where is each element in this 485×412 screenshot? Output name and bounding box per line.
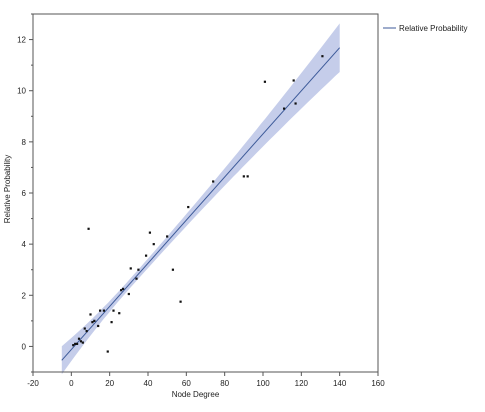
data-point bbox=[263, 80, 267, 83]
data-point bbox=[246, 175, 249, 178]
data-point bbox=[85, 329, 88, 333]
data-point bbox=[292, 79, 295, 82]
legend-label: Relative Probability bbox=[399, 24, 467, 33]
data-point bbox=[81, 341, 84, 344]
x-tick-label: -20 bbox=[27, 379, 39, 388]
x-tick-label: 80 bbox=[220, 379, 229, 388]
confidence-band bbox=[61, 23, 340, 375]
x-axis-title: Node Degree bbox=[172, 390, 220, 399]
data-point bbox=[91, 321, 94, 324]
data-point bbox=[129, 267, 132, 270]
y-tick-label: 6 bbox=[22, 189, 27, 198]
data-point bbox=[212, 180, 215, 183]
data-point bbox=[137, 268, 140, 271]
data-point bbox=[98, 309, 102, 312]
data-point bbox=[72, 344, 75, 347]
x-tick-label: 120 bbox=[295, 379, 309, 388]
data-point bbox=[89, 313, 92, 316]
x-tick-label: 100 bbox=[256, 379, 270, 388]
data-point bbox=[83, 327, 86, 330]
fit-line bbox=[61, 47, 341, 361]
data-point bbox=[79, 340, 83, 343]
y-tick-label: 4 bbox=[22, 240, 27, 249]
data-point bbox=[144, 254, 148, 257]
y-tick-label: 0 bbox=[22, 342, 27, 351]
data-point bbox=[102, 309, 106, 312]
x-tick-label: 60 bbox=[182, 379, 191, 388]
data-point bbox=[282, 107, 286, 110]
data-point bbox=[166, 235, 169, 238]
y-tick-label: 12 bbox=[17, 36, 26, 45]
x-tick-label: 140 bbox=[333, 379, 347, 388]
data-point bbox=[171, 268, 175, 271]
x-tick-label: 160 bbox=[371, 379, 385, 388]
data-point bbox=[187, 205, 190, 209]
data-point bbox=[74, 342, 77, 345]
data-point bbox=[135, 277, 138, 280]
data-point bbox=[294, 102, 297, 105]
x-tick-label: 40 bbox=[144, 379, 153, 388]
data-point bbox=[93, 319, 96, 322]
x-tick-label: 0 bbox=[69, 379, 74, 388]
data-point bbox=[118, 312, 121, 315]
data-point bbox=[242, 175, 245, 178]
data-point bbox=[106, 350, 109, 353]
data-point bbox=[321, 55, 324, 58]
y-tick-label: 2 bbox=[22, 291, 27, 300]
x-tick-label: 20 bbox=[105, 379, 114, 388]
data-point bbox=[77, 337, 81, 340]
data-point bbox=[75, 342, 79, 345]
data-point bbox=[121, 287, 125, 290]
data-point bbox=[179, 300, 182, 303]
y-axis-title: Relative Probability bbox=[3, 155, 12, 223]
data-point bbox=[127, 292, 130, 296]
y-tick-label: 8 bbox=[22, 138, 27, 147]
data-point bbox=[97, 324, 100, 328]
data-point bbox=[148, 231, 152, 234]
data-point bbox=[120, 289, 123, 292]
data-point bbox=[152, 243, 155, 246]
data-point bbox=[110, 321, 113, 324]
data-point bbox=[87, 227, 90, 230]
data-point bbox=[112, 309, 115, 312]
y-tick-label: 10 bbox=[17, 87, 26, 96]
